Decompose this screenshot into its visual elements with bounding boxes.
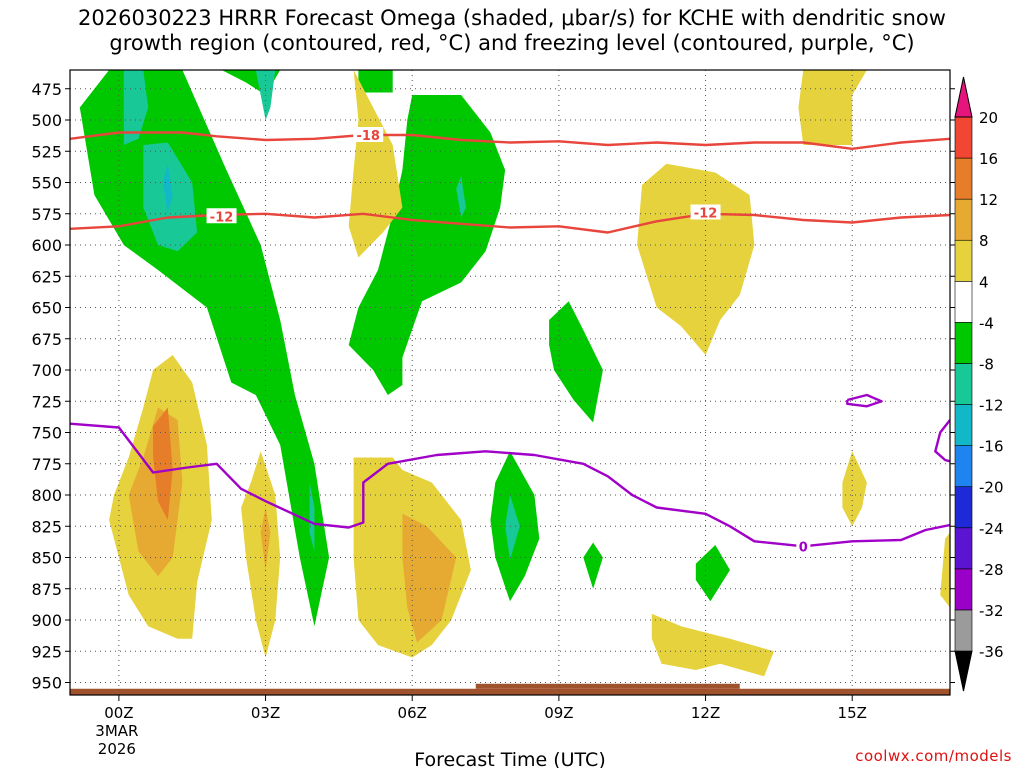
x-tick-label: 09Z	[544, 704, 573, 722]
dendritic-contour-label: -12	[694, 207, 718, 222]
colorbar-label: 4	[979, 273, 989, 291]
y-tick-label: 875	[31, 580, 62, 599]
colorbar-band	[955, 610, 972, 651]
colorbar-band	[955, 117, 972, 158]
x-tick-label: 12Z	[691, 704, 720, 722]
y-tick-label: 525	[31, 142, 62, 161]
colorbar-band	[955, 528, 972, 569]
colorbar-label: -24	[979, 520, 1004, 538]
x-tick-label: 00Z	[104, 704, 133, 722]
terrain-strip	[70, 689, 950, 695]
colorbar-label: 12	[979, 191, 998, 209]
colorbar-max-triangle	[955, 77, 972, 117]
colorbar-label: -32	[979, 602, 1004, 620]
colorbar-label: -4	[979, 314, 994, 332]
y-tick-label: 675	[31, 330, 62, 349]
omega-region-19	[241, 451, 280, 657]
x-tick-label: 03Z	[251, 704, 280, 722]
colorbar-label: -20	[979, 479, 1004, 497]
colorbar-band	[955, 569, 972, 610]
y-tick-label: 850	[31, 549, 62, 568]
y-tick-label: 575	[31, 205, 62, 224]
colorbar-band	[955, 281, 972, 322]
y-tick-label: 700	[31, 361, 62, 380]
y-tick-label: 775	[31, 455, 62, 474]
y-tick-label: 750	[31, 424, 62, 443]
freezing-level-contour-label: 0	[799, 540, 808, 555]
freezing-level-contour-2	[935, 420, 950, 461]
colorbar-min-triangle	[955, 651, 972, 691]
colorbar-band	[955, 322, 972, 363]
colorbar-label: 16	[979, 150, 998, 168]
x-year-label: 2026	[98, 740, 136, 758]
x-date-label: 3MAR	[95, 722, 138, 740]
omega-region-22	[842, 451, 867, 526]
y-tick-label: 725	[31, 392, 62, 411]
dendritic-contour-label: -18	[356, 129, 380, 144]
omega-time-height-chart: -18 -12 -12 0 475 500 525 550 575 600 625 650 675 70…	[0, 0, 1024, 768]
y-tick-label: 825	[31, 517, 62, 536]
colorbar-label: -16	[979, 438, 1004, 456]
colorbar-label: -12	[979, 397, 1004, 415]
y-tick-label: 950	[31, 674, 62, 693]
y-tick-label: 550	[31, 174, 62, 193]
omega-region-21	[652, 614, 774, 677]
x-tick-label: 06Z	[398, 704, 427, 722]
colorbar-band	[955, 446, 972, 487]
colorbar-label: 8	[979, 232, 989, 250]
colorbar-label: 20	[979, 109, 998, 127]
colorbar-band	[955, 158, 972, 199]
x-tick-label: 15Z	[838, 704, 867, 722]
y-tick-label: 900	[31, 611, 62, 630]
colorbar-label: -36	[979, 643, 1004, 661]
colorbar-band	[955, 405, 972, 446]
colorbar-band	[955, 199, 972, 240]
colorbar-band	[955, 363, 972, 404]
omega-region-6	[583, 543, 603, 589]
x-axis-label: Forecast Time (UTC)	[414, 749, 605, 768]
omega-region-4	[549, 301, 603, 422]
y-tick-label: 475	[31, 80, 62, 99]
colorbar-label: -28	[979, 561, 1004, 579]
y-tick-label: 925	[31, 642, 62, 661]
y-tick-label: 600	[31, 236, 62, 255]
colorbar-band	[955, 487, 972, 528]
credit-text: coolwx.com/models	[855, 747, 1012, 765]
y-tick-label: 500	[31, 111, 62, 130]
colorbar-band	[955, 240, 972, 281]
y-tick-label: 650	[31, 299, 62, 318]
y-tick-label: 800	[31, 486, 62, 505]
omega-region-7	[696, 545, 730, 601]
omega-region-23	[940, 533, 950, 608]
omega-region-17	[798, 70, 867, 145]
dendritic-contour-label: -12	[210, 210, 234, 225]
y-tick-label: 625	[31, 267, 62, 286]
terrain-bump	[476, 684, 740, 689]
omega-region-16	[637, 164, 754, 355]
colorbar-label: -8	[979, 355, 994, 373]
